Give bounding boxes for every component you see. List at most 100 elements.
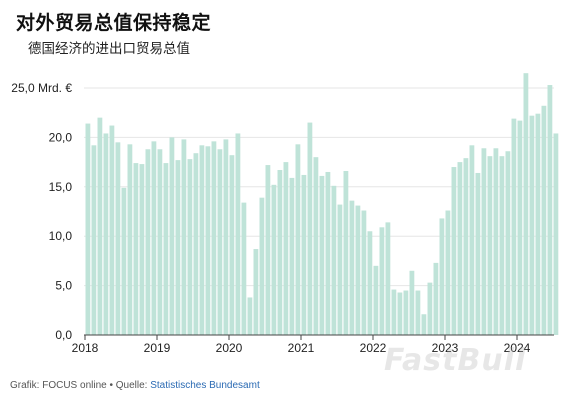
source-link[interactable]: Statistisches Bundesamt	[150, 380, 260, 391]
bar	[535, 113, 541, 335]
bar	[343, 170, 349, 335]
bar	[379, 227, 385, 335]
bar	[547, 85, 553, 335]
bar	[523, 73, 529, 336]
bar	[283, 162, 289, 335]
bar	[493, 148, 499, 335]
bar	[349, 200, 355, 335]
bar	[475, 172, 481, 335]
bar	[385, 222, 391, 335]
chart-title: 对外贸易总值保持稳定	[16, 12, 212, 34]
bar	[445, 210, 451, 335]
bar	[439, 218, 445, 335]
bars	[85, 73, 559, 336]
bar	[505, 151, 511, 335]
watermark-logo: FastBull	[384, 343, 527, 378]
bar	[403, 290, 409, 335]
chart-subtitle: 德国经济的进出口贸易总值	[28, 41, 190, 57]
bar	[469, 145, 475, 335]
bar	[187, 159, 193, 335]
y-tick-label: 10,0	[49, 229, 73, 243]
bar	[295, 144, 301, 335]
source-prefix: Grafik: FOCUS online • Quelle:	[10, 380, 151, 391]
bar	[499, 156, 505, 335]
bar	[181, 139, 187, 335]
bar	[121, 187, 127, 335]
bar	[145, 149, 151, 335]
bar	[229, 155, 235, 335]
bar	[163, 163, 169, 335]
bar	[235, 133, 241, 335]
bar	[223, 139, 229, 335]
bar	[91, 145, 97, 335]
x-tick-label: 2019	[144, 341, 171, 355]
x-tick-label: 2021	[288, 341, 315, 355]
bar	[517, 120, 523, 335]
bar	[529, 115, 535, 335]
bar	[367, 231, 373, 335]
bar	[277, 170, 283, 335]
y-tick-label: 5,0	[55, 279, 72, 293]
bar	[331, 185, 337, 335]
bar	[487, 156, 493, 335]
bar	[409, 270, 415, 335]
source-note: Grafik: FOCUS online • Quelle: Statistis…	[10, 380, 260, 391]
bar	[511, 118, 517, 336]
bar	[211, 141, 217, 335]
bar	[175, 160, 181, 335]
y-tick-label: 25,0 Mrd. €	[11, 81, 72, 95]
bar	[541, 105, 547, 335]
bar	[193, 153, 199, 335]
bar	[205, 146, 211, 335]
y-axis: 0,0 5,0 10,0 15,0 20,0 25,0 Mrd. €	[11, 81, 72, 342]
bar	[85, 123, 91, 336]
bar	[355, 205, 361, 335]
bar	[451, 167, 457, 335]
bar	[361, 210, 367, 335]
bar	[307, 122, 313, 335]
bar	[115, 142, 121, 335]
x-tick-label: 2018	[72, 341, 99, 355]
x-axis: 2018 2019 2020 2021 2022 2023 2024	[72, 334, 554, 355]
bar	[325, 171, 331, 335]
bar	[127, 144, 133, 335]
bar	[319, 175, 325, 335]
bar	[169, 137, 175, 335]
bar	[271, 184, 277, 335]
x-tick-label: 2022	[360, 341, 387, 355]
bar	[199, 145, 205, 335]
y-tick-label: 0,0	[55, 328, 72, 342]
bar	[151, 141, 157, 335]
bar	[313, 157, 319, 335]
bar	[397, 292, 403, 335]
bar	[427, 282, 433, 335]
bar	[421, 314, 427, 335]
bar	[463, 158, 469, 335]
bar	[373, 265, 379, 335]
bar	[97, 117, 103, 335]
bar	[103, 133, 109, 335]
x-tick-label: 2023	[432, 341, 459, 355]
bar	[109, 125, 115, 335]
bar	[457, 162, 463, 335]
bar	[433, 262, 439, 335]
y-tick-label: 15,0	[49, 180, 73, 194]
bar	[253, 249, 259, 335]
bar	[289, 177, 295, 335]
x-tick-label: 2024	[504, 341, 531, 355]
bar	[157, 149, 163, 335]
bar	[217, 149, 223, 335]
bar	[481, 148, 487, 335]
y-tick-label: 20,0	[49, 130, 73, 144]
bar	[259, 197, 265, 335]
bar	[247, 297, 253, 335]
bar	[133, 163, 139, 335]
bar	[265, 165, 271, 335]
bar	[301, 174, 307, 335]
x-tick-label: 2020	[216, 341, 243, 355]
bar	[553, 133, 559, 335]
bar	[391, 289, 397, 335]
bar	[337, 204, 343, 335]
bar	[139, 164, 145, 335]
